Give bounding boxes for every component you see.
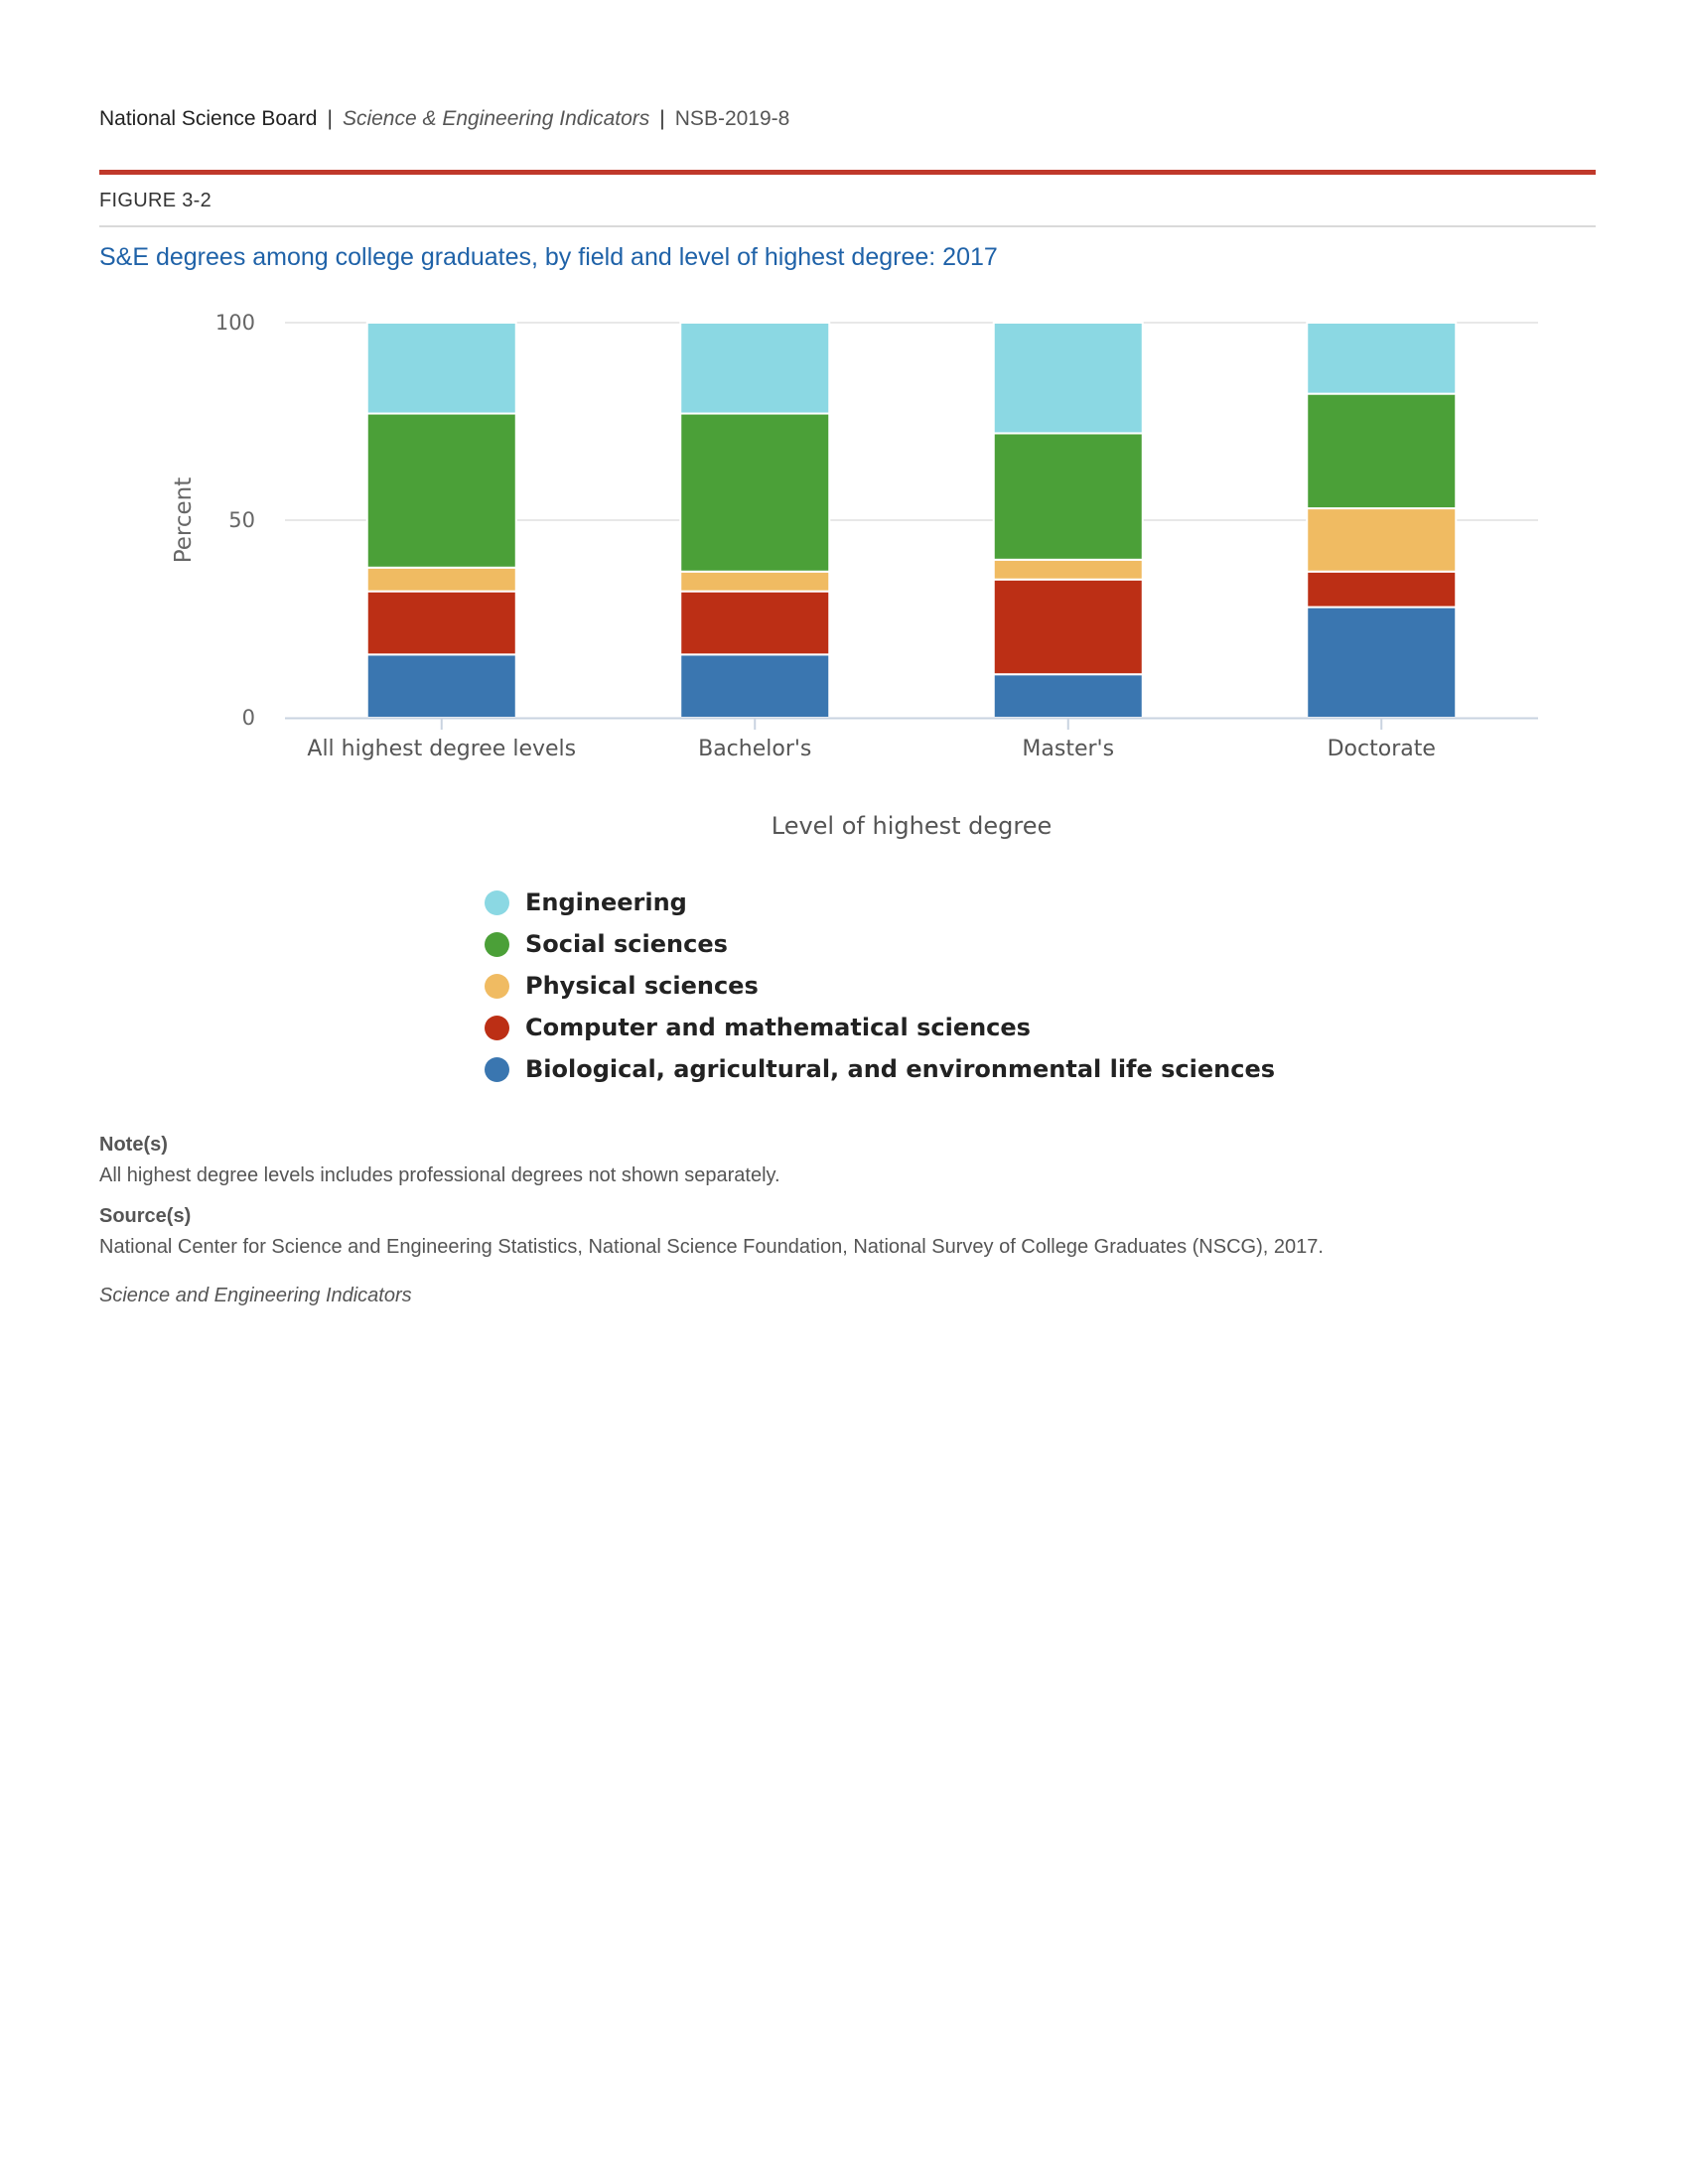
note-heading: Note(s) [99, 1134, 168, 1156]
bar-segment-all-highest-degree-levels-engineering [365, 322, 517, 415]
x-tick-label-master-s: Master's [1022, 737, 1114, 761]
bar-segment-all-highest-degree-levels-physical-sciences [365, 566, 517, 593]
chart-legend: Engineering Social sciences Physical scien… [485, 882, 1275, 1090]
bar-segment-bachelor-s-engineering [679, 322, 831, 415]
legend-swatch-icon [485, 889, 509, 915]
publication-name: Science & Engineering Indicators [342, 107, 650, 130]
bar-segment-master-s-social-sciences [992, 432, 1144, 561]
bar-segment-bachelor-s-physical-sciences [679, 570, 831, 593]
legend-swatch-icon [485, 1015, 509, 1040]
bar-segment-doctorate-biological-agricultural-and-environmental-life-sciences [1306, 606, 1458, 719]
bar-segment-bachelor-s-social-sciences [679, 412, 831, 573]
legend-swatch-icon [485, 931, 509, 957]
header-accent-rule [99, 170, 1596, 175]
legend-swatch-icon [485, 973, 509, 999]
bar-segment-master-s-computer-and-mathematical-sciences [992, 578, 1144, 676]
bar-segment-doctorate-engineering [1306, 322, 1458, 395]
y-axis-title: Percent [171, 478, 197, 564]
x-tick-label-doctorate: Doctorate [1328, 737, 1436, 761]
header-separator-2: | [659, 107, 665, 130]
legend-item-biological-agricultural-and-environmental-life-sciences[interactable]: Biological, agricultural, and environmen… [485, 1048, 1275, 1090]
legend-item-computer-and-mathematical-sciences[interactable]: Computer and mathematical sciences [485, 1007, 1275, 1048]
source-text: National Center for Science and Engineer… [99, 1236, 1324, 1258]
x-tick-label-all-highest-degree-levels: All highest degree levels [307, 737, 576, 761]
bar-segment-master-s-engineering [992, 322, 1144, 435]
legend-label: Biological, agricultural, and environmen… [525, 1055, 1276, 1083]
notes-section: Note(s) All highest degree levels includ… [99, 1134, 1589, 1307]
stacked-bar-chart: 0 50 100 All highest degree levels Bachelor'… [171, 311, 1538, 840]
report-header: National Science Board | Science & Enginee… [99, 107, 789, 131]
source-heading: Source(s) [99, 1205, 192, 1227]
note-text: All highest degree levels includes profe… [99, 1164, 780, 1186]
legend-item-engineering[interactable]: Engineering [485, 882, 1275, 923]
bar-segment-doctorate-physical-sciences [1306, 507, 1458, 573]
org-name: National Science Board [99, 107, 318, 130]
legend-label: Social sciences [525, 930, 728, 958]
y-tick-label-0: 0 [242, 706, 255, 730]
bar-segment-bachelor-s-biological-agricultural-and-environmental-life-sciences [679, 653, 831, 720]
x-axis-title: Level of highest degree [772, 812, 1052, 840]
bar-segment-master-s-biological-agricultural-and-environmental-life-sciences [992, 673, 1144, 719]
header-separator: | [327, 107, 333, 130]
figure-divider [99, 225, 1596, 227]
legend-item-social-sciences[interactable]: Social sciences [485, 923, 1275, 965]
y-tick-label-50: 50 [228, 508, 255, 532]
chart-title: S&E degrees among college graduates, by … [99, 243, 998, 271]
bar-segment-doctorate-computer-and-mathematical-sciences [1306, 570, 1458, 609]
bar-segment-master-s-physical-sciences [992, 558, 1144, 581]
x-tick-label-bachelor-s: Bachelor's [698, 737, 811, 761]
credit-line: Science and Engineering Indicators [99, 1285, 412, 1306]
bar-segment-all-highest-degree-levels-social-sciences [365, 412, 517, 569]
y-tick-label-100: 100 [215, 311, 255, 335]
figure-label: FIGURE 3-2 [99, 190, 212, 211]
legend-swatch-icon [485, 1056, 509, 1082]
legend-item-physical-sciences[interactable]: Physical sciences [485, 965, 1275, 1007]
bar-segment-all-highest-degree-levels-biological-agricultural-and-environmental-life-sciences [365, 653, 517, 720]
report-code: NSB-2019-8 [674, 107, 790, 130]
bar-segment-bachelor-s-computer-and-mathematical-sciences [679, 590, 831, 656]
legend-label: Computer and mathematical sciences [525, 1014, 1031, 1041]
bar-segment-doctorate-social-sciences [1306, 392, 1458, 510]
legend-label: Engineering [525, 888, 687, 916]
legend-label: Physical sciences [525, 972, 759, 1000]
bar-segment-all-highest-degree-levels-computer-and-mathematical-sciences [365, 590, 517, 656]
